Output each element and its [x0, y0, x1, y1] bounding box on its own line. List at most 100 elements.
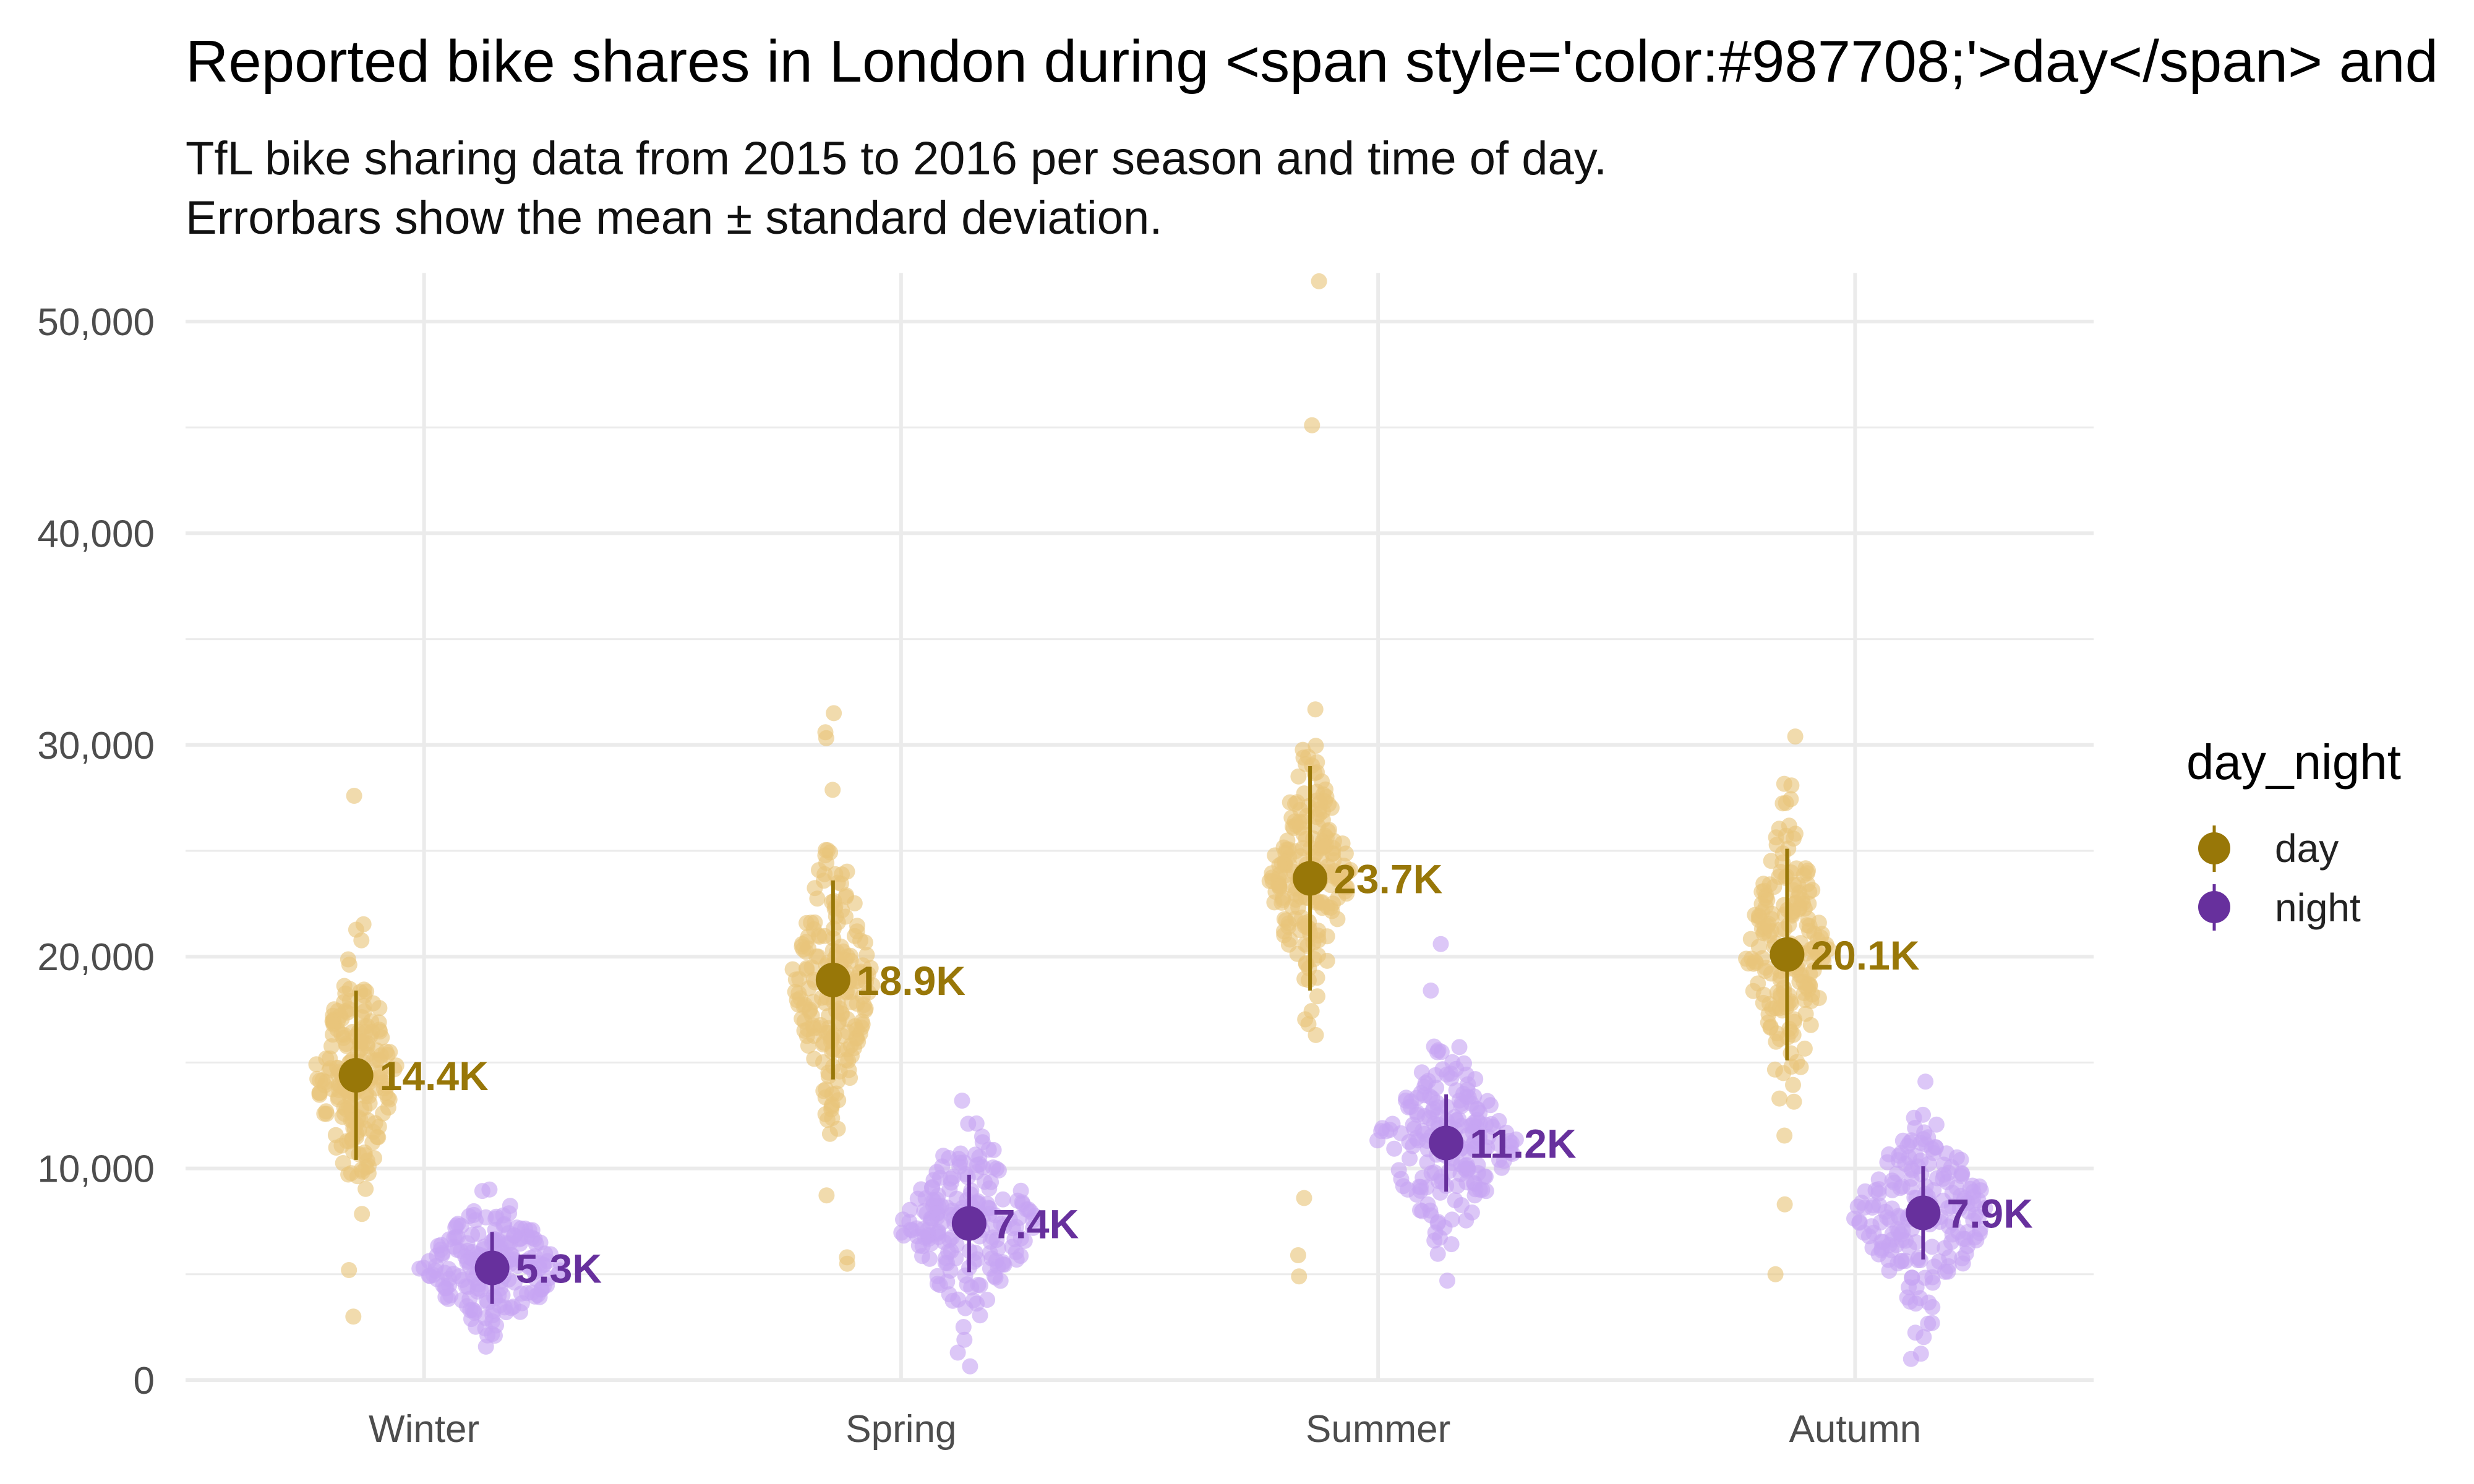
data-point-day [1304, 757, 1320, 774]
data-point-day [365, 1124, 382, 1140]
data-point-day [354, 1206, 370, 1222]
data-point-day [1774, 795, 1791, 812]
data-point-night [956, 1331, 973, 1348]
data-point-day-outlier [341, 1262, 357, 1278]
data-point-night [1443, 1070, 1460, 1086]
data-point-night [985, 1159, 1001, 1176]
data-point-day [311, 1086, 328, 1103]
data-point-night-outlier [954, 1093, 970, 1109]
data-point-day [1747, 906, 1763, 923]
data-point-day [323, 1038, 340, 1054]
data-point-night [1937, 1240, 1953, 1256]
data-point-day [1803, 941, 1820, 957]
data-point-night [1443, 1236, 1460, 1253]
y-tick-label: 40,000 [37, 513, 155, 555]
jitter-points [308, 273, 1993, 1375]
legend-entry-night: night [2198, 884, 2361, 931]
data-point-day [822, 844, 839, 861]
data-point-night [1405, 1138, 1421, 1154]
x-tick-label: Spring [845, 1408, 956, 1451]
data-point-day [1290, 768, 1307, 785]
data-point-night [440, 1261, 457, 1277]
mean-label-day: 23.7K [1333, 856, 1442, 902]
data-point-night [1465, 1124, 1481, 1141]
data-point-night [1402, 1150, 1418, 1167]
data-point-night-outlier [1917, 1073, 1934, 1090]
data-point-night [1888, 1166, 1905, 1182]
data-point-day [841, 1062, 857, 1078]
data-point-day [372, 1023, 388, 1040]
data-point-night [995, 1254, 1011, 1271]
mean-point-day [1770, 937, 1805, 972]
data-point-day [1771, 1090, 1788, 1107]
data-point-night [1935, 1192, 1951, 1209]
data-point-day [373, 1047, 390, 1064]
mean-label-day: 18.9K [857, 958, 965, 1004]
data-point-day [1759, 918, 1776, 934]
data-point-day [343, 1165, 359, 1182]
data-point-day [1812, 929, 1829, 946]
data-point-day [795, 941, 811, 958]
data-point-night [1416, 1125, 1432, 1142]
data-point-day [1796, 1040, 1813, 1057]
legend-key-night [2198, 891, 2230, 923]
data-point-night [972, 1277, 988, 1294]
data-point-day [1786, 1013, 1802, 1030]
data-point-day [837, 908, 854, 925]
data-point-night [1871, 1197, 1888, 1214]
data-point-night [457, 1248, 474, 1264]
data-point-night [1907, 1234, 1924, 1250]
data-point-day-outlier [345, 1308, 362, 1325]
data-point-night [1429, 1245, 1446, 1262]
data-point-day [1804, 882, 1821, 898]
data-point-day [849, 918, 865, 934]
data-point-night [1893, 1253, 1909, 1269]
mean-point-day [338, 1057, 374, 1093]
y-tick-label: 30,000 [37, 725, 155, 767]
grid [186, 273, 2094, 1382]
data-point-day-outlier [1776, 1196, 1793, 1213]
data-point-night-outlier [1423, 983, 1439, 999]
data-point-day [838, 887, 855, 903]
data-point-night-outlier [487, 1328, 503, 1344]
data-point-day [1271, 878, 1288, 895]
data-point-day [1316, 838, 1333, 855]
data-point-night [1026, 1208, 1043, 1224]
data-point-day [348, 921, 364, 938]
mean-label-night: 5.3K [516, 1246, 602, 1292]
data-point-day-outlier [1290, 1247, 1306, 1263]
data-point-night [955, 1319, 972, 1335]
data-point-day [1820, 941, 1837, 958]
data-point-night [1470, 1157, 1486, 1173]
legend-label-day: day [2275, 826, 2339, 871]
data-point-night [521, 1259, 537, 1275]
data-point-day [1278, 841, 1295, 858]
data-point-day-outlier [1304, 417, 1320, 433]
data-point-night [524, 1222, 541, 1239]
data-point-day [806, 1051, 823, 1067]
data-point-night [506, 1227, 523, 1243]
data-point-night [1430, 1042, 1447, 1059]
data-point-day [1785, 1077, 1801, 1093]
data-point-day [852, 963, 869, 980]
data-point-day [1314, 894, 1330, 910]
data-point-night [1920, 1294, 1937, 1311]
data-point-night [968, 1115, 985, 1132]
data-point-night [1471, 1182, 1488, 1198]
data-point-night [1426, 1232, 1443, 1249]
data-point-day [1785, 1026, 1802, 1043]
x-tick-label: Autumn [1789, 1408, 1922, 1451]
data-point-day-outlier [817, 724, 834, 741]
data-point-night [1482, 1097, 1499, 1114]
mean-point-night [951, 1206, 987, 1241]
data-point-night [1880, 1252, 1897, 1268]
data-point-night-outlier [949, 1344, 966, 1361]
data-point-day [1750, 939, 1767, 955]
data-point-day-outlier [1787, 728, 1804, 745]
data-point-day [357, 1180, 374, 1197]
data-point-night [488, 1208, 505, 1225]
data-point-night [1447, 1192, 1463, 1209]
data-point-night [963, 1182, 980, 1199]
y-tick-label: 20,000 [37, 936, 155, 979]
data-point-night [1938, 1174, 1955, 1190]
